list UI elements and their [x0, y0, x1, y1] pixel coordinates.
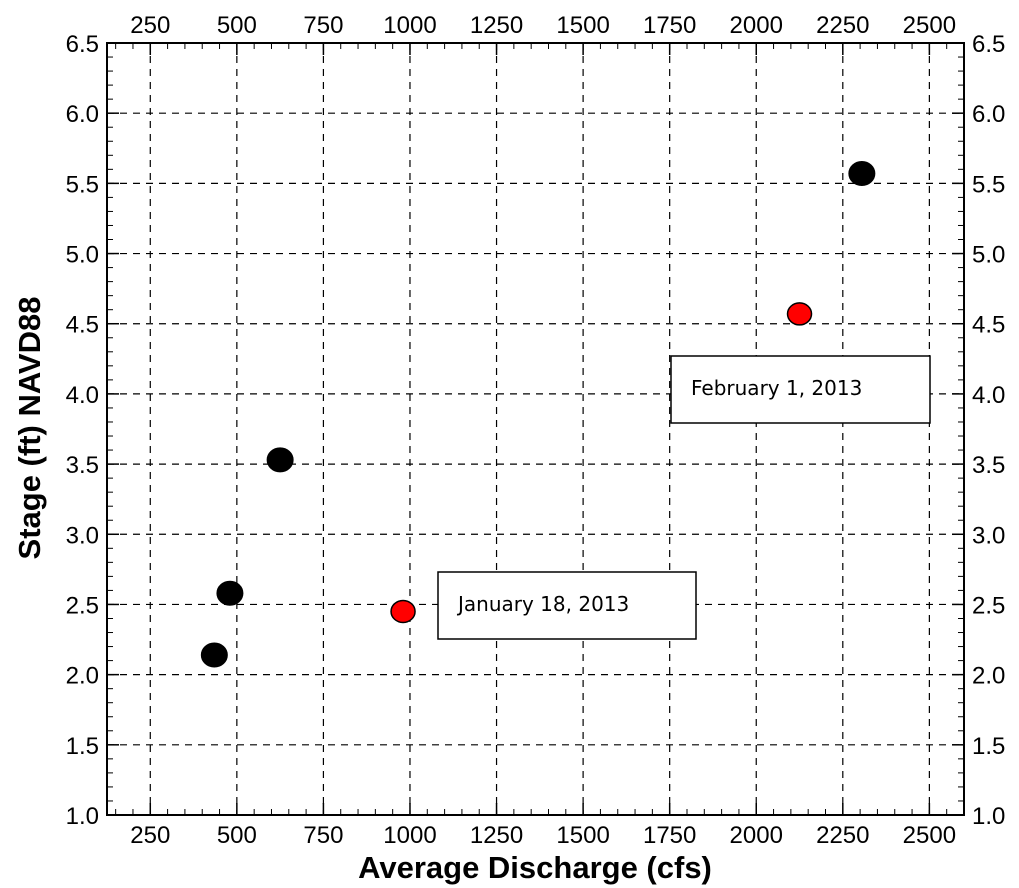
- y-axis-title: Stage (ft) NAVD88: [12, 297, 47, 560]
- x-tick-label: 750: [303, 822, 343, 849]
- x-tick-label: 500: [217, 822, 257, 849]
- y-tick-label: 1.5: [66, 733, 99, 760]
- data-point-black: [848, 161, 876, 187]
- y-tick-label-right: 4.0: [972, 382, 1005, 409]
- x-tick-label: 250: [130, 822, 170, 849]
- y-tick-label: 5.0: [66, 242, 99, 269]
- x-tick-label-top: 2500: [903, 12, 956, 39]
- x-tick-label-top: 2250: [816, 12, 869, 39]
- x-tick-label: 1000: [383, 822, 436, 849]
- x-tick-label-top: 1000: [383, 12, 436, 39]
- annotation-text-january: January 18, 2013: [456, 592, 629, 616]
- x-axis-title: Average Discharge (cfs): [358, 850, 712, 885]
- annotation-box-february: [670, 355, 931, 424]
- x-tick-label: 2000: [730, 822, 783, 849]
- annotations: January 18, 2013 February 1, 2013: [437, 355, 931, 640]
- data-point-black: [216, 580, 244, 606]
- data-point-red: [786, 302, 813, 326]
- annotation-january: January 18, 2013: [437, 571, 697, 640]
- y-tick-label-right: 5.0: [972, 242, 1005, 269]
- x-tick-label-top: 500: [217, 12, 257, 39]
- y-tick-label: 3.0: [66, 522, 99, 549]
- data-point-red: [390, 599, 416, 624]
- x-tick-label-top: 2000: [730, 12, 783, 39]
- y-tick-label-right: 3.0: [972, 522, 1005, 549]
- x-tick-label: 1250: [470, 822, 523, 849]
- x-tick-label: 2500: [903, 822, 956, 849]
- x-tick-label-top: 1500: [556, 12, 609, 39]
- x-tick-label: 1750: [643, 822, 696, 849]
- y-tick-label-right: 2.0: [972, 663, 1005, 690]
- x-tick-label-top: 1750: [643, 12, 696, 39]
- data-point-black: [266, 447, 294, 473]
- y-tick-label-right: 4.5: [972, 312, 1005, 339]
- major-ticks: [107, 42, 964, 816]
- tick-labels: 250 250 500 500 750 750 1000 1000 1250 1250 1500 15…: [66, 12, 1006, 849]
- x-tick-label-top: 1250: [470, 12, 523, 39]
- y-tick-label-right: 1.0: [972, 803, 1005, 830]
- y-tick-label: 5.5: [66, 171, 99, 198]
- y-tick-label: 1.0: [66, 803, 99, 830]
- data-points: [200, 161, 876, 668]
- x-tick-label: 2250: [816, 822, 869, 849]
- annotation-box-january: [437, 571, 697, 640]
- x-tick-label: 1500: [556, 822, 609, 849]
- annotation-text-february: February 1, 2013: [691, 376, 862, 400]
- y-tick-label-right: 3.5: [972, 452, 1005, 479]
- annotation-february: February 1, 2013: [670, 355, 931, 424]
- y-tick-label: 4.0: [66, 382, 99, 409]
- y-tick-label: 2.0: [66, 663, 99, 690]
- grid: [107, 43, 964, 815]
- plot-area-frame: [106, 42, 965, 816]
- y-tick-label-right: 6.0: [972, 101, 1005, 128]
- y-tick-label-right: 1.5: [972, 733, 1005, 760]
- y-tick-label: 6.0: [66, 101, 99, 128]
- y-tick-label-right: 2.5: [972, 592, 1005, 619]
- x-tick-label-top: 250: [130, 12, 170, 39]
- y-tick-label: 4.5: [66, 312, 99, 339]
- y-tick-label: 6.5: [66, 31, 99, 58]
- y-tick-label: 2.5: [66, 592, 99, 619]
- x-tick-label-top: 750: [303, 12, 343, 39]
- y-tick-label: 3.5: [66, 452, 99, 479]
- minor-ticks: [107, 43, 965, 815]
- y-tick-label-right: 6.5: [972, 31, 1005, 58]
- data-point-black: [200, 642, 228, 668]
- y-tick-label-right: 5.5: [972, 171, 1005, 198]
